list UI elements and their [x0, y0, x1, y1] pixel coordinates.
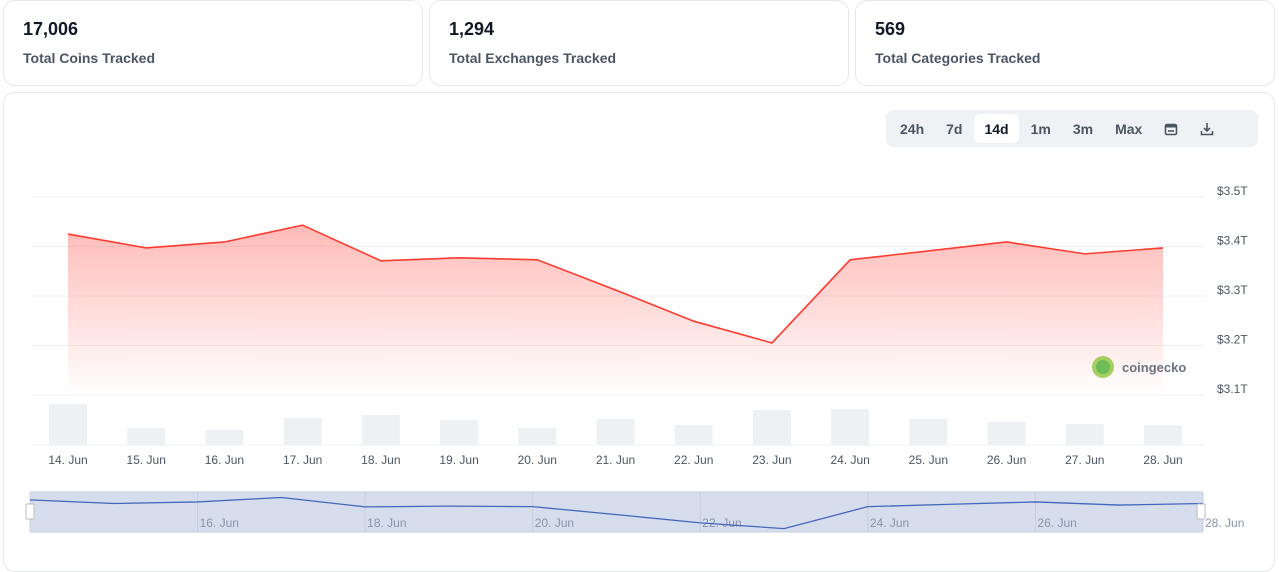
range-max[interactable]: Max — [1105, 114, 1152, 143]
range-7d[interactable]: 7d — [936, 114, 972, 143]
chart-panel — [3, 92, 1275, 572]
range-3m[interactable]: 3m — [1063, 114, 1103, 143]
stat-label: Total Exchanges Tracked — [449, 50, 829, 66]
range-14d[interactable]: 14d — [974, 114, 1018, 143]
stat-card-categories: 569 Total Categories Tracked — [855, 0, 1275, 86]
stat-value: 1,294 — [449, 19, 829, 40]
stat-card-exchanges: 1,294 Total Exchanges Tracked — [429, 0, 849, 86]
stat-label: Total Coins Tracked — [23, 50, 403, 66]
range-24h[interactable]: 24h — [890, 114, 934, 143]
download-icon[interactable] — [1190, 114, 1224, 143]
calendar-icon[interactable] — [1154, 114, 1188, 143]
range-selector: 24h 7d 14d 1m 3m Max — [886, 110, 1258, 147]
stat-card-coins: 17,006 Total Coins Tracked — [3, 0, 423, 86]
stat-value: 569 — [875, 19, 1255, 40]
stat-value: 17,006 — [23, 19, 403, 40]
range-1m[interactable]: 1m — [1021, 114, 1061, 143]
stat-label: Total Categories Tracked — [875, 50, 1255, 66]
